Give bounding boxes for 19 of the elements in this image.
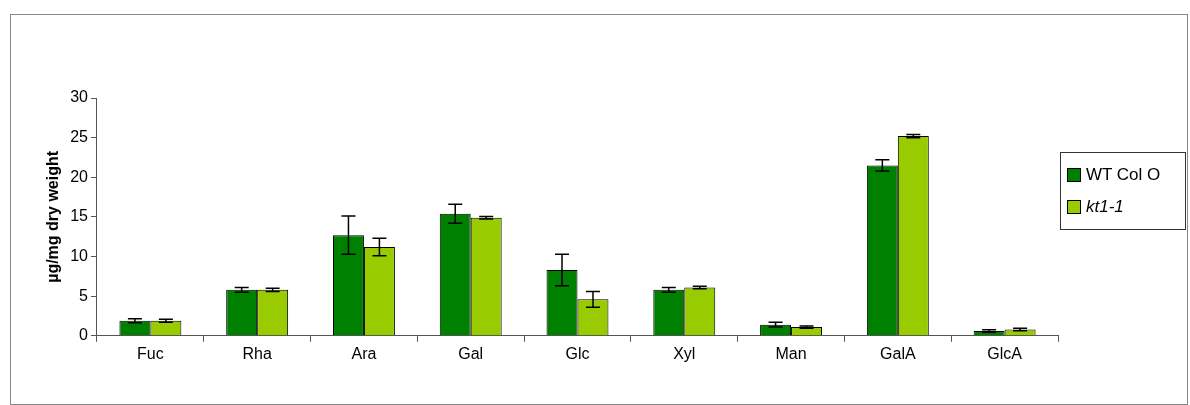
legend-label: WT Col O bbox=[1086, 165, 1161, 185]
x-tick-label: Ara bbox=[351, 344, 377, 362]
x-tick-label: Glc bbox=[565, 344, 590, 362]
x-tick-label: Xyl bbox=[673, 344, 696, 362]
y-tick-label: 30 bbox=[70, 88, 89, 106]
legend-label: kt1-1 bbox=[1086, 197, 1124, 217]
x-tick-label: GalA bbox=[880, 344, 916, 362]
y-tick-label: 5 bbox=[79, 286, 89, 304]
x-tick-label: Man bbox=[775, 344, 807, 362]
x-tick-label: Rha bbox=[242, 344, 272, 362]
x-tick-label: Fuc bbox=[137, 344, 164, 362]
x-tick-label: Gal bbox=[458, 344, 484, 362]
x-tick-label: GlcA bbox=[987, 344, 1023, 362]
y-tick-label: 15 bbox=[70, 207, 89, 225]
y-tick-label: 10 bbox=[70, 246, 89, 264]
y-tick-label: 0 bbox=[79, 326, 89, 344]
y-axis-title: µg/mg dry weight bbox=[44, 150, 62, 283]
y-tick-label: 20 bbox=[70, 167, 89, 185]
y-tick-label: 25 bbox=[70, 128, 89, 146]
